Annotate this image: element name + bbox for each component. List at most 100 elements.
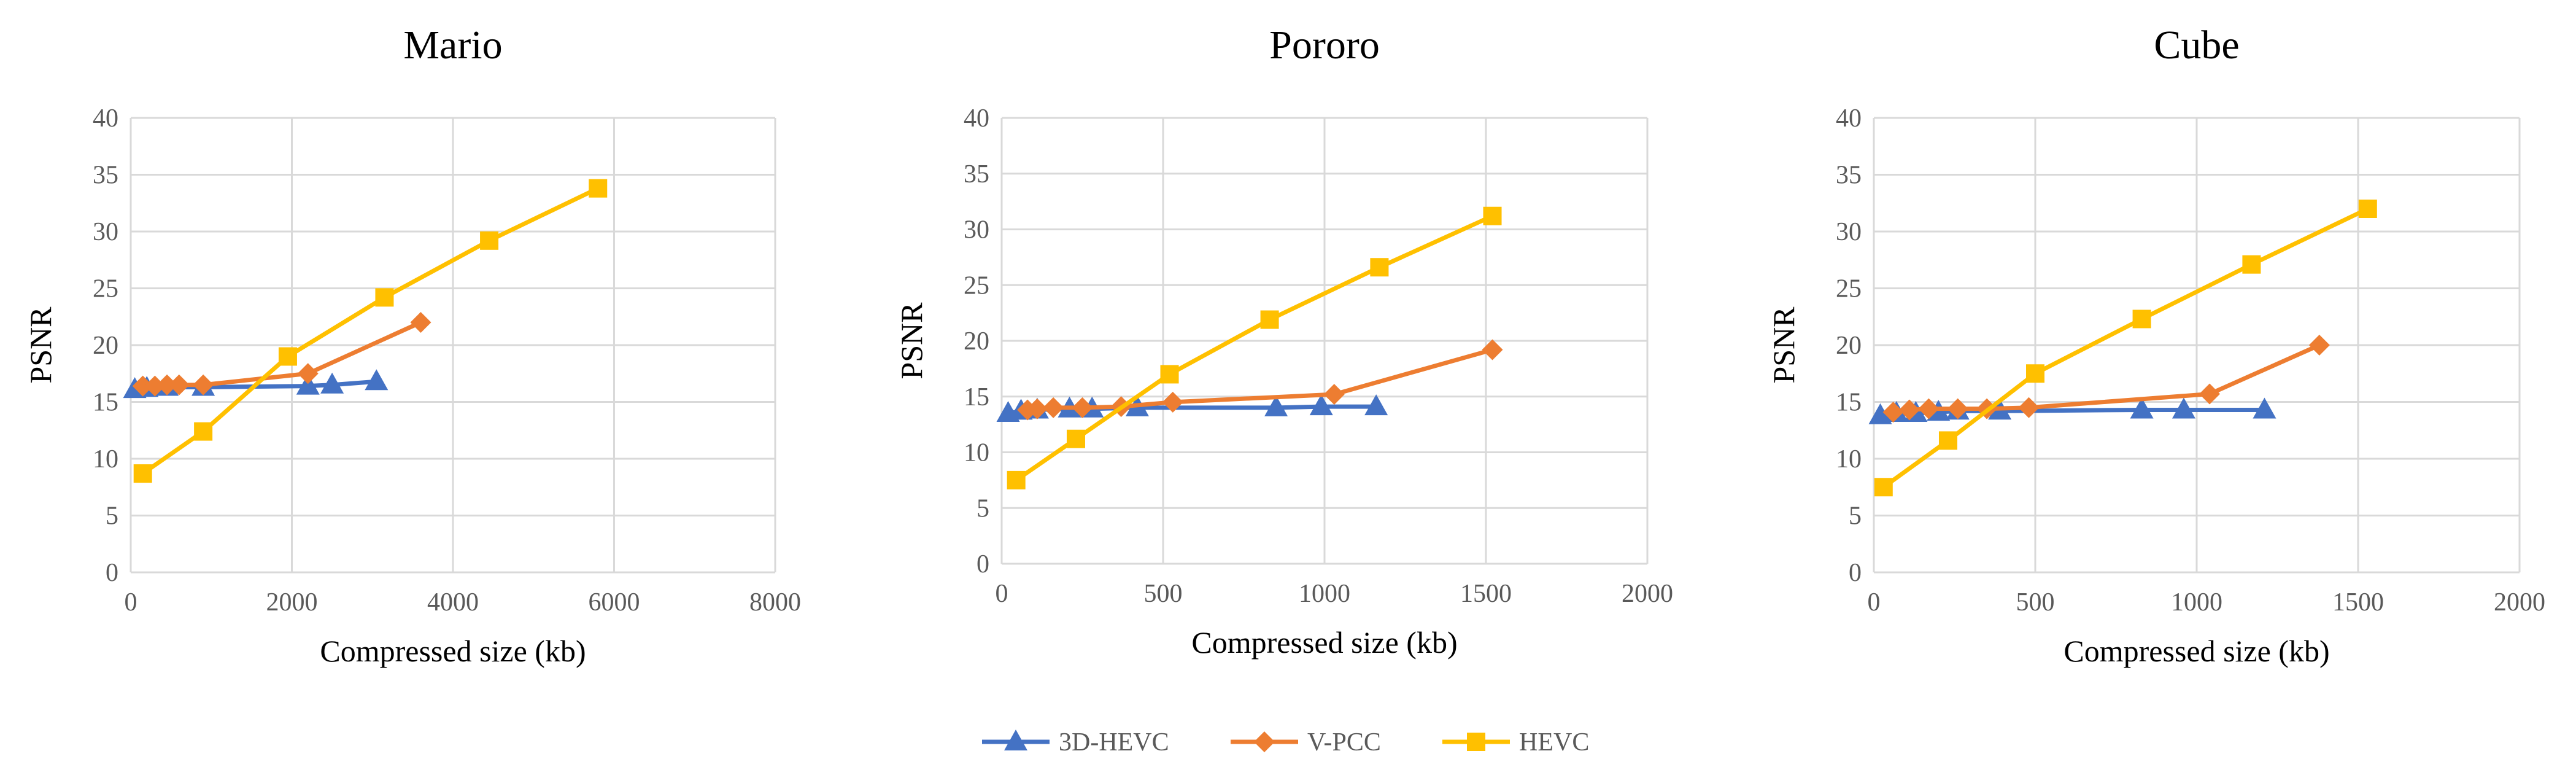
y-tick-label: 40: [93, 104, 118, 133]
data-point: [375, 288, 394, 307]
data-point: [132, 375, 153, 397]
data-point: [144, 375, 166, 397]
y-tick-label: 5: [106, 502, 118, 531]
data-point: [194, 422, 213, 441]
y-tick-label: 10: [964, 439, 989, 467]
series-hevc: [1007, 206, 1502, 489]
data-point: [1938, 431, 1957, 450]
legend-marker-icon: [1467, 733, 1485, 751]
series-line: [1882, 206, 2369, 489]
series-line: [1015, 214, 1493, 482]
x-tick-label: 0: [125, 588, 137, 617]
data-point: [1874, 478, 1893, 497]
data-point: [1882, 402, 1904, 423]
x-axis-label: Compressed size (kb): [1191, 625, 1457, 660]
y-tick-label: 35: [1836, 162, 1862, 190]
legend: 3D-HEVC V-PCC HEVC: [982, 728, 1589, 757]
data-point: [1026, 398, 1048, 419]
chart-panel-mario: 0 5 10 15 20 25 30 35 40 0 2000 4000 6000 8000 Mario Co…: [23, 23, 801, 668]
data-point: [297, 363, 319, 384]
data-point: [133, 464, 152, 483]
y-tick-label: 15: [964, 383, 989, 411]
data-point: [480, 231, 499, 250]
data-point: [410, 312, 431, 333]
data-point: [2253, 397, 2276, 419]
chart-panel-cube: 0 5 10 15 20 25 30 35 40 0 500 1000 1500 2000 Cube Comp…: [1766, 23, 2545, 668]
x-tick-label: 0: [1868, 588, 1881, 617]
y-tick-label: 30: [964, 216, 989, 244]
data-point: [1264, 395, 1288, 416]
data-point: [1323, 384, 1345, 405]
data-point: [1066, 429, 1085, 448]
y-tick-label: 20: [964, 327, 989, 356]
data-point: [1260, 310, 1279, 329]
legend-label: 3D-HEVC: [1059, 728, 1169, 757]
data-point: [2026, 364, 2044, 383]
data-point: [1043, 397, 1064, 418]
y-tick-label: 20: [1836, 332, 1862, 360]
x-tick-label: 1500: [2332, 588, 2384, 617]
data-point: [2242, 255, 2261, 274]
series-hevc: [133, 179, 608, 483]
data-point: [168, 374, 190, 395]
data-point: [1482, 339, 1503, 360]
x-tick-label: 2000: [266, 588, 318, 617]
data-point: [1309, 394, 1333, 416]
y-tick-label: 15: [1836, 389, 1862, 417]
data-point: [1868, 403, 1892, 424]
data-point: [1072, 397, 1093, 418]
x-tick-label: 500: [2016, 588, 2055, 617]
y-tick-label: 25: [964, 271, 989, 300]
x-tick-label: 1500: [1460, 580, 1512, 608]
data-point: [1162, 391, 1183, 413]
data-point: [1898, 399, 1920, 421]
x-tick-label: 6000: [589, 588, 640, 617]
chart-title: Mario: [403, 23, 502, 68]
y-tick-label: 5: [977, 494, 989, 523]
series-line: [141, 186, 599, 475]
legend-label: V-PCC: [1307, 728, 1381, 757]
y-tick-label: 35: [964, 160, 989, 189]
x-tick-label: 0: [996, 580, 1008, 608]
series-hevc: [1874, 200, 2377, 497]
y-tick-label: 20: [93, 332, 118, 360]
legend-marker-icon: [1254, 731, 1275, 752]
series-v-pcc: [1882, 335, 2330, 423]
data-point: [589, 179, 608, 198]
data-point: [2132, 310, 2151, 329]
x-tick-label: 1000: [2171, 588, 2222, 617]
x-tick-label: 2000: [2494, 588, 2545, 617]
series-v-pcc: [132, 312, 431, 397]
data-point: [1370, 258, 1389, 277]
chart-title: Cube: [2154, 23, 2239, 68]
data-point: [296, 373, 320, 395]
y-tick-label: 30: [1836, 218, 1862, 246]
x-tick-label: 1000: [1299, 580, 1350, 608]
data-point: [193, 374, 214, 395]
legend-label: HEVC: [1519, 728, 1589, 757]
y-tick-label: 40: [964, 104, 989, 133]
legend-marker-icon: [1004, 730, 1027, 750]
y-tick-label: 10: [1836, 445, 1862, 473]
data-point: [1918, 398, 1940, 419]
data-point: [2172, 397, 2195, 419]
y-axis-label: PSNR: [1766, 306, 1801, 384]
series-v-pcc: [1017, 339, 1503, 421]
y-tick-label: 30: [93, 218, 118, 246]
y-tick-label: 0: [1849, 559, 1862, 587]
y-tick-label: 35: [93, 162, 118, 190]
y-tick-label: 40: [1836, 104, 1862, 133]
data-point: [2130, 397, 2154, 419]
y-tick-label: 0: [106, 559, 118, 587]
data-point: [157, 374, 178, 395]
data-point: [2199, 383, 2221, 405]
chart-title: Pororo: [1269, 23, 1380, 68]
data-point: [2018, 397, 2040, 418]
y-tick-label: 25: [93, 275, 118, 303]
y-tick-label: 10: [93, 445, 118, 473]
data-point: [1947, 398, 1968, 419]
y-tick-label: 5: [1849, 502, 1862, 531]
data-point: [365, 369, 389, 391]
series-line: [1027, 348, 1493, 413]
